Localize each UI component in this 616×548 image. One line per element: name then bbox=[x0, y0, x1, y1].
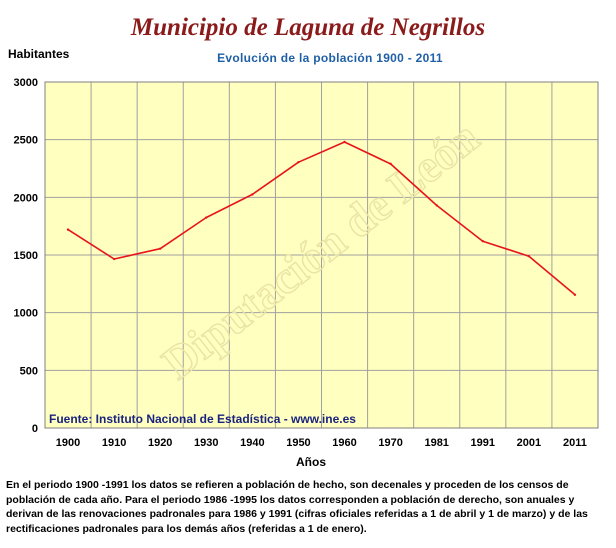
data-point bbox=[159, 247, 162, 250]
chart-title: Municipio de Laguna de Negrillos bbox=[130, 14, 486, 41]
y-axis-label: Habitantes bbox=[8, 47, 70, 61]
data-point bbox=[205, 216, 208, 219]
x-tick-label: 1960 bbox=[332, 437, 356, 449]
x-tick-label: 1950 bbox=[286, 437, 310, 449]
x-tick-label: 2001 bbox=[517, 437, 541, 449]
x-tick-label: 1940 bbox=[240, 437, 264, 449]
x-tick-label: 1930 bbox=[194, 437, 218, 449]
plot-border bbox=[44, 81, 599, 429]
x-tick-label: 1970 bbox=[378, 437, 402, 449]
x-tick-label: 1981 bbox=[424, 437, 448, 449]
x-tick-label: 1900 bbox=[56, 437, 80, 449]
footnote-text: En el periodo 1900 -1991 los datos se re… bbox=[6, 479, 588, 535]
x-tick-label: 2011 bbox=[563, 437, 587, 449]
data-point bbox=[343, 140, 346, 144]
data-point bbox=[251, 193, 254, 196]
y-tick-label: 500 bbox=[20, 365, 38, 377]
x-tick-label: 1991 bbox=[471, 437, 495, 449]
y-tick-label: 2000 bbox=[14, 192, 38, 204]
series-line bbox=[67, 141, 576, 296]
data-point bbox=[481, 239, 484, 243]
source-note: Fuente: Instituto Nacional de Estadístic… bbox=[49, 412, 356, 426]
data-point bbox=[527, 254, 531, 258]
data-point bbox=[573, 293, 577, 296]
y-tick-label: 2500 bbox=[14, 135, 38, 147]
data-point bbox=[297, 160, 300, 164]
data-point bbox=[66, 228, 70, 231]
y-tick-label: 3000 bbox=[14, 77, 38, 89]
x-axis-label: Años bbox=[296, 455, 326, 469]
y-tick-label: 1000 bbox=[14, 308, 38, 320]
data-point bbox=[389, 162, 392, 166]
data-point bbox=[112, 257, 116, 261]
x-tick-label: 1920 bbox=[148, 437, 172, 449]
y-tick-label: 1500 bbox=[14, 250, 38, 262]
x-tick-label: 1910 bbox=[102, 437, 126, 449]
chart-subtitle: Evolución de la población 1900 - 2011 bbox=[217, 51, 443, 65]
data-point bbox=[435, 204, 438, 207]
y-tick-label: 0 bbox=[32, 423, 38, 435]
